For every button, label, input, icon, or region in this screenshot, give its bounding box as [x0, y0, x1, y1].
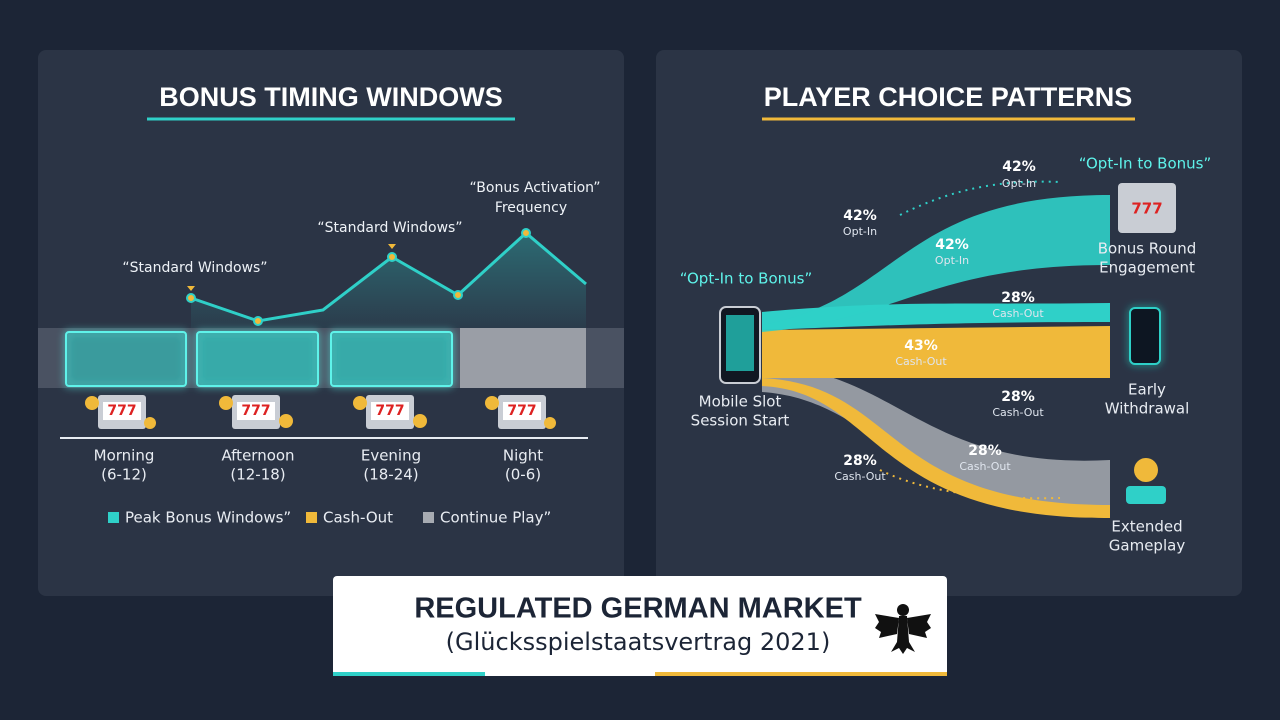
svg-text:777: 777 [375, 403, 404, 419]
target-label: Early [1128, 381, 1166, 399]
legend-swatch [423, 512, 434, 523]
flow-kind: Cash-Out [895, 355, 947, 368]
flow-pct: 28% [1001, 389, 1035, 405]
period-hours: (18-24) [363, 466, 418, 484]
period-name: Evening [361, 447, 421, 465]
footer-subtitle: (Glücksspielstaatsvertrag 2021) [446, 628, 831, 656]
flow-kind: Cash-Out [834, 470, 886, 483]
period-name: Morning [94, 447, 155, 465]
legend-label: Peak Bonus Windows” [125, 509, 291, 527]
annotation: “Standard Windows” [317, 220, 462, 236]
period-hours: (12-18) [230, 466, 285, 484]
activity-points [186, 228, 531, 326]
dotted-path [899, 180, 1061, 216]
flow-kind: Opt-In [935, 254, 969, 267]
dotted-path [879, 469, 1061, 500]
flow-kind: Cash-Out [992, 307, 1044, 320]
flow-cashout-extended [762, 378, 1110, 519]
period-name: Night [503, 447, 543, 465]
flow-pct: 28% [968, 443, 1002, 459]
peak-windows [65, 331, 453, 387]
slot-node-icon [1118, 183, 1176, 233]
activity-area [191, 233, 586, 328]
target-label: Gameplay [1109, 537, 1186, 555]
legend-swatch [108, 512, 119, 523]
flow-kind: Opt-In [1002, 177, 1036, 190]
slot-icons: 777 777 777 777 [85, 395, 556, 429]
flow-pct: 42% [935, 237, 969, 253]
flow-optin [762, 195, 1110, 332]
gamer-icon [1134, 458, 1158, 482]
flow-kind: Cash-Out [959, 460, 1011, 473]
flow-pct: 28% [843, 453, 877, 469]
annotation: “Standard Windows” [122, 260, 267, 276]
source-label: Mobile Slot [699, 393, 782, 411]
footer-accent [655, 672, 947, 676]
legend-swatch [306, 512, 317, 523]
footer-title: REGULATED GERMAN MARKET [414, 593, 862, 625]
period-hours: (6-12) [101, 466, 147, 484]
flow-kind: Opt-In [843, 225, 877, 238]
legend-label: Cash-Out [323, 509, 393, 527]
flow-cashout [762, 326, 1110, 378]
annotation: Frequency [495, 200, 567, 216]
source-tag: “Opt-In to Bonus” [680, 270, 812, 288]
svg-text:777: 777 [241, 403, 270, 419]
withdraw-icon [1129, 307, 1161, 365]
target-label: Bonus Round [1098, 240, 1197, 258]
flow-pct: 43% [904, 338, 938, 354]
source-label: Session Start [691, 412, 790, 430]
annotation-markers [187, 244, 396, 291]
phone-screen [726, 315, 754, 371]
annotation: “Bonus Activation” [469, 180, 600, 196]
period-name: Afternoon [221, 447, 294, 465]
target-tag: “Opt-In to Bonus” [1079, 155, 1211, 173]
footer-box [333, 576, 947, 676]
flow-pct: 42% [843, 208, 877, 224]
target-label: Engagement [1099, 259, 1195, 277]
flow-pct: 28% [1001, 290, 1035, 306]
legend-label: Continue Play” [440, 509, 551, 527]
left-title: BONUS TIMING WINDOWS [159, 82, 502, 112]
night-window [460, 328, 586, 388]
flow-labels: 42% Opt-In 42% Opt-In 42% Opt-In 28% Cas… [834, 159, 1044, 483]
footer-accent [333, 672, 485, 676]
slot-reels: 777 [1131, 200, 1162, 218]
svg-text:777: 777 [507, 403, 536, 419]
svg-text:777: 777 [107, 403, 136, 419]
flow-kind: Cash-Out [992, 406, 1044, 419]
right-title: PLAYER CHOICE PATTERNS [764, 82, 1133, 112]
flow-pct: 42% [1002, 159, 1036, 175]
flow-continue [762, 365, 1110, 512]
target-label: Extended [1111, 518, 1182, 536]
period-hours: (0-6) [505, 466, 541, 484]
gamer-icon-body [1126, 486, 1166, 504]
target-label: Withdrawal [1105, 400, 1190, 418]
eagle-icon [875, 604, 931, 654]
